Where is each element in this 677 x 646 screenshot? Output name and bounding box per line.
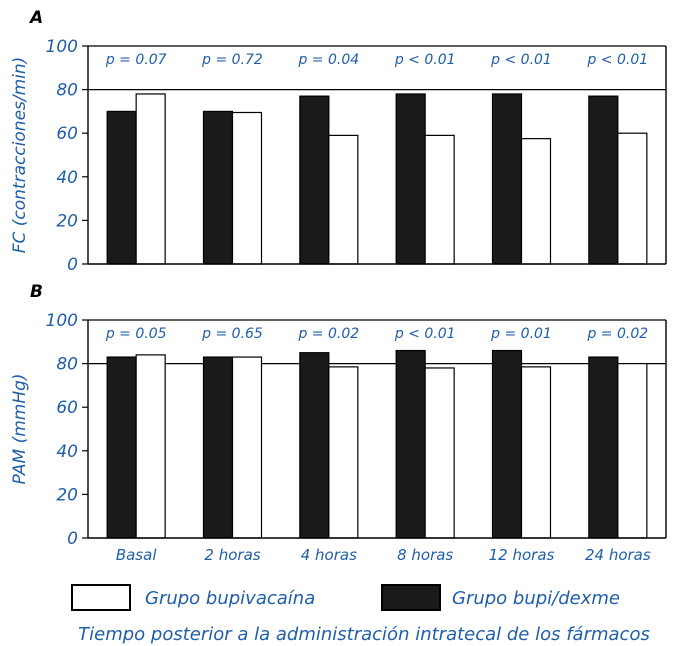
y-tick-label: 20 [56, 211, 78, 231]
bar-bupi-dexme [395, 349, 426, 539]
bar-bupi-dexme [299, 95, 330, 265]
p-value-label: p = 0.05 [105, 326, 167, 342]
bar-bupi-dexme [202, 356, 234, 539]
x-tick-label: 4 horas [301, 546, 357, 564]
y-tick-label: 60 [56, 124, 78, 144]
bar-bupi-dexme [106, 356, 137, 539]
bar-bupivacaina [520, 138, 552, 265]
bar-bupivacaina [135, 354, 166, 539]
legend-and-xlabel: Grupo bupivacaína Grupo bupi/dexme Tiemp… [71, 584, 650, 645]
bar-bupivacaina [328, 366, 359, 539]
legend-swatch-bupi-dexme [381, 584, 441, 611]
bar-bupi-dexme [106, 110, 137, 265]
y-tick-label: 0 [67, 529, 78, 549]
p-value-label: p = 0.01 [490, 326, 552, 342]
bar-bupi-dexme [395, 93, 426, 265]
p-value-label: p < 0.01 [394, 52, 456, 68]
bar-bupivacaina [328, 134, 359, 265]
bar-bupivacaina [617, 132, 648, 265]
bar-bupivacaina [617, 363, 648, 539]
bar-bupivacaina [424, 367, 455, 539]
p-value-label: p = 0.72 [201, 52, 263, 68]
p-value-label: p < 0.01 [490, 52, 552, 68]
x-axis-title: Tiempo posterior a la administración int… [78, 624, 650, 645]
bar-bupi-dexme [299, 352, 330, 539]
bar-bupivacaina [135, 93, 166, 265]
bar-bupi-dexme [491, 349, 523, 539]
bar-bupivacaina [424, 134, 455, 265]
y-tick-label: 0 [67, 255, 78, 275]
panel-label: A [28, 8, 43, 28]
y-tick-label: 80 [56, 355, 78, 375]
panel-label: B [30, 282, 43, 302]
bar-bupivacaina [231, 356, 263, 539]
x-tick-label: 2 horas [204, 546, 260, 564]
p-value-label: p = 0.04 [297, 52, 359, 68]
p-value-label: p = 0.02 [297, 326, 359, 342]
y-tick-label: 40 [56, 442, 78, 462]
p-value-label: p = 0.07 [105, 52, 167, 68]
bar-bupi-dexme [588, 95, 619, 265]
bar-bupi-dexme [491, 93, 523, 265]
y-tick-label: 60 [56, 398, 78, 418]
x-tick-label: 8 horas [397, 546, 453, 564]
panel-b: B 0 20 40 60 80 100 PAM (mmHg) p = 0.05 Basal p = … [10, 282, 667, 564]
legend-label-bupivacaina: Grupo bupivacaína [145, 588, 315, 609]
y-axis-title: PAM (mmHg) [10, 373, 30, 484]
bar-bupi-dexme [202, 110, 234, 265]
p-value-label: p < 0.01 [394, 326, 456, 342]
y-tick-label: 80 [56, 81, 78, 101]
y-axis-title: FC (contracciones/min) [10, 57, 30, 254]
x-tick-label: Basal [116, 546, 157, 564]
p-value-label: p = 0.65 [201, 326, 263, 342]
bar-bupivacaina [231, 111, 263, 265]
p-value-label: p < 0.01 [586, 52, 648, 68]
x-tick-label: 12 horas [489, 546, 555, 564]
bar-bupivacaina [520, 366, 552, 539]
y-tick-label: 100 [46, 311, 78, 331]
legend-label-bupi-dexme: Grupo bupi/dexme [452, 588, 620, 609]
p-value-label: p = 0.02 [586, 326, 648, 342]
y-tick-label: 40 [56, 168, 78, 188]
x-tick-label: 24 horas [585, 546, 651, 564]
legend-swatch-bupivacaina [71, 584, 131, 611]
y-tick-label: 20 [56, 485, 78, 505]
panel-a: A 0 20 40 60 80 100 FC (contracciones/min) p = 0… [10, 8, 667, 275]
bar-bupi-dexme [588, 356, 619, 539]
y-tick-label: 100 [46, 37, 78, 57]
